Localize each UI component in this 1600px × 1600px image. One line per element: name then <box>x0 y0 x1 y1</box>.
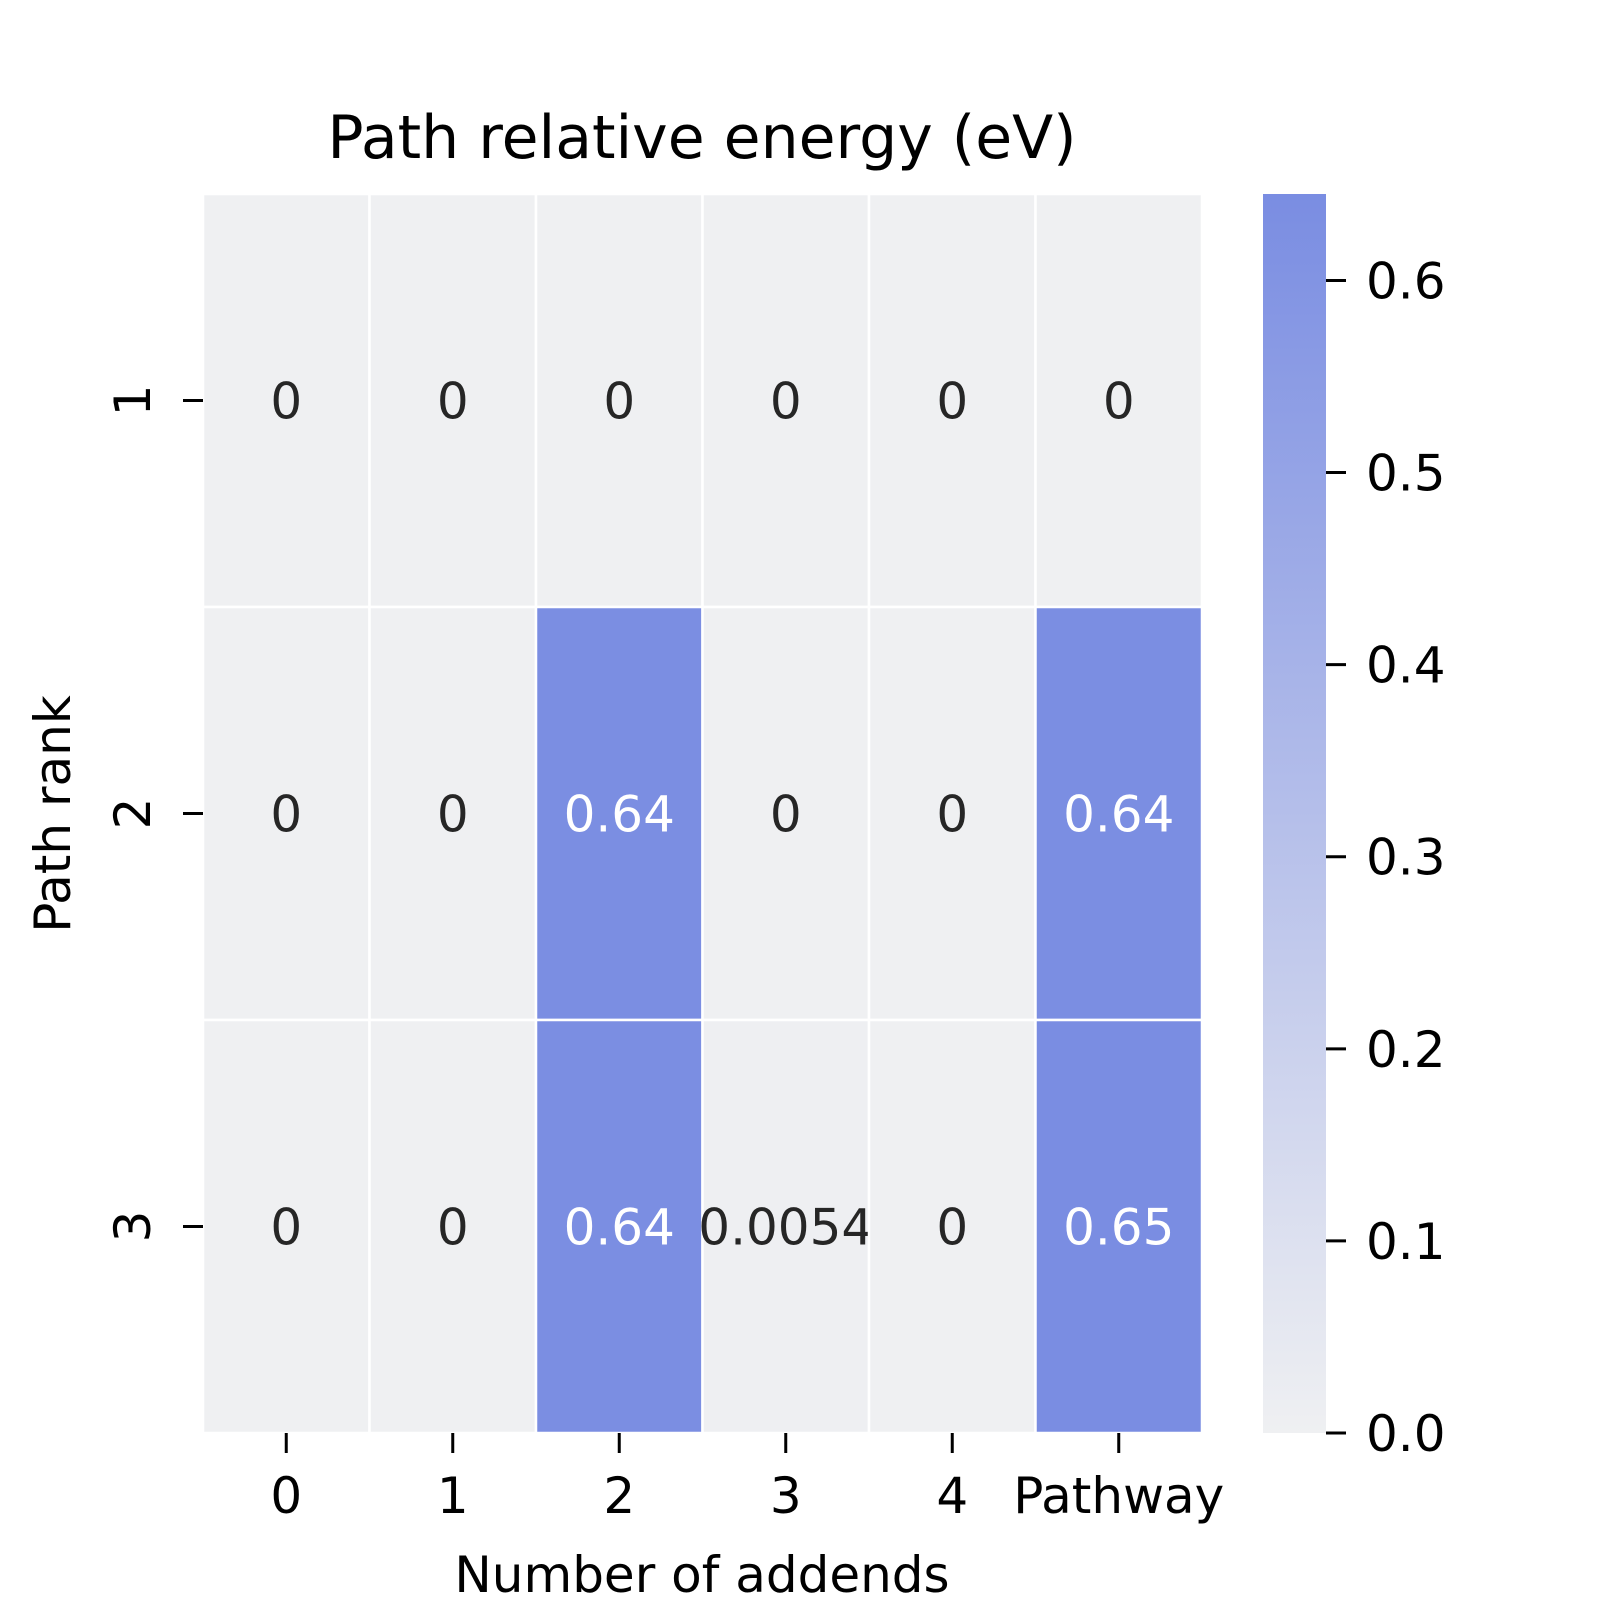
y-tick-label: 3 <box>104 1211 162 1243</box>
heatmap-cell-r3-c1 <box>201 1018 371 1435</box>
heatmap-cell-r1-c1 <box>201 192 371 609</box>
x-tick-label: 0 <box>270 1467 302 1525</box>
chart-title: Path relative energy (eV) <box>327 103 1076 173</box>
cell-label-r3-c4: 0.0054 <box>698 1199 873 1257</box>
heatmap-cell-r3-c4 <box>701 1018 871 1435</box>
heatmap-cell-r1-c6 <box>1034 192 1204 609</box>
cell-label-r2-c4: 0 <box>770 786 802 844</box>
heatmap-cell-r2-c2 <box>368 605 538 1022</box>
cell-label-r2-c2: 0 <box>437 786 469 844</box>
cell-label-r2-c1: 0 <box>270 786 302 844</box>
y-tick-label: 2 <box>104 798 162 830</box>
colorbar-tick-label: 0.5 <box>1366 445 1446 503</box>
colorbar-tick-label: 0.0 <box>1366 1405 1446 1463</box>
heatmap-cell-r3-c5 <box>867 1018 1037 1435</box>
cell-label-r2-c5: 0 <box>936 786 968 844</box>
colorbar-tick-label: 0.1 <box>1366 1213 1446 1271</box>
colorbar-tick-label: 0.4 <box>1366 637 1446 695</box>
cell-label-r3-c6: 0.65 <box>1063 1199 1174 1257</box>
colorbar-tick-label: 0.3 <box>1366 829 1446 887</box>
y-axis-label: Path rank <box>24 695 82 933</box>
colorbar-gradient <box>1263 194 1326 1433</box>
heatmap-cell-r3-c2 <box>368 1018 538 1435</box>
heatmap-cell-r1-c5 <box>867 192 1037 609</box>
cell-label-r1-c2: 0 <box>437 373 469 431</box>
cell-label-r1-c1: 0 <box>270 373 302 431</box>
x-tick-label: 4 <box>936 1467 968 1525</box>
cell-label-r3-c1: 0 <box>270 1199 302 1257</box>
cell-label-r3-c2: 0 <box>437 1199 469 1257</box>
cell-label-r2-c3: 0.64 <box>564 786 675 844</box>
x-axis: 0 1 2 3 4 Pathway <box>270 1433 1224 1525</box>
y-tick-label: 1 <box>104 385 162 417</box>
colorbar-tick-label: 0.6 <box>1366 252 1446 310</box>
cell-label-r3-c3: 0.64 <box>564 1199 675 1257</box>
cell-label-r3-c5: 0 <box>936 1199 968 1257</box>
x-tick-label: 1 <box>437 1467 469 1525</box>
x-tick-label: Pathway <box>1013 1467 1224 1525</box>
heatmap-cell-r1-c4 <box>701 192 871 609</box>
x-axis-label: Number of addends <box>454 1546 949 1600</box>
cell-label-r1-c3: 0 <box>603 373 635 431</box>
colorbar-tick-label: 0.2 <box>1366 1021 1446 1079</box>
heatmap-cell-r1-c2 <box>368 192 538 609</box>
x-tick-label: 2 <box>603 1467 635 1525</box>
heatmap-cells: 0 0 0 0 0 0 0 0 0.64 0 0 0.64 0 0 0.64 0.0054 0 0.65 <box>201 192 1204 1435</box>
heatmap-cell-r1-c3 <box>534 192 704 609</box>
heatmap-cell-r3-c3 <box>534 1018 704 1435</box>
cell-label-r2-c6: 0.64 <box>1063 786 1174 844</box>
cell-label-r1-c6: 0 <box>1103 373 1135 431</box>
heatmap-cell-r2-c6 <box>1034 605 1204 1022</box>
y-axis: 1 2 3 <box>104 385 203 1243</box>
heatmap-cell-r2-c4 <box>701 605 871 1022</box>
heatmap-cell-r3-c6 <box>1034 1018 1204 1435</box>
x-tick-label: 3 <box>770 1467 802 1525</box>
cell-label-r1-c4: 0 <box>770 373 802 431</box>
cell-label-r1-c5: 0 <box>936 373 968 431</box>
colorbar: 0.0 0.1 0.2 0.3 0.4 0.5 0.6 <box>1263 194 1446 1463</box>
